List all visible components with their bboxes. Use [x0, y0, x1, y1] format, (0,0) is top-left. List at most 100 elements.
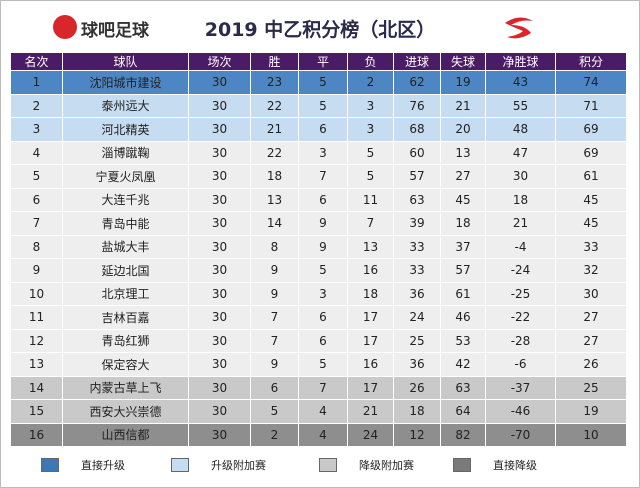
- legend-swatch: [171, 458, 189, 472]
- column-header: 球队: [63, 53, 189, 71]
- table-cell: 30: [189, 165, 251, 189]
- table-cell: 2: [348, 71, 394, 95]
- table-cell: 18: [348, 282, 394, 306]
- table-cell: 13: [11, 353, 63, 377]
- table-cell: -25: [486, 282, 556, 306]
- column-header: 负: [348, 53, 394, 71]
- table-cell: 42: [441, 353, 486, 377]
- table-cell: 61: [441, 282, 486, 306]
- table-cell: -4: [486, 235, 556, 259]
- table-cell: 45: [556, 212, 627, 236]
- table-cell: 30: [189, 212, 251, 236]
- table-cell: 6: [299, 306, 348, 330]
- table-cell: 2: [11, 94, 63, 118]
- table-cell: -6: [486, 353, 556, 377]
- team-name: 大连千兆: [63, 188, 189, 212]
- column-header: 名次: [11, 53, 63, 71]
- legend-label: 降级附加赛: [359, 459, 414, 472]
- table-cell: 33: [394, 235, 441, 259]
- table-cell: 14: [11, 376, 63, 400]
- table-cell: 36: [394, 282, 441, 306]
- table-cell: 33: [556, 235, 627, 259]
- table-cell: 18: [394, 400, 441, 424]
- table-cell: 9: [11, 259, 63, 283]
- table-cell: 6: [299, 118, 348, 142]
- column-header: 净胜球: [486, 53, 556, 71]
- table-cell: 9: [251, 259, 299, 283]
- table-cell: 30: [189, 400, 251, 424]
- team-name: 北京理工: [63, 282, 189, 306]
- table-cell: 30: [189, 259, 251, 283]
- table-cell: 30: [189, 94, 251, 118]
- table-cell: 53: [441, 329, 486, 353]
- table-cell: 13: [441, 141, 486, 165]
- table-cell: 57: [394, 165, 441, 189]
- table-cell: 5: [299, 353, 348, 377]
- table-cell: 25: [556, 376, 627, 400]
- table-cell: -22: [486, 306, 556, 330]
- table-cell: 20: [441, 118, 486, 142]
- table-cell: 6: [251, 376, 299, 400]
- table-cell: 3: [348, 94, 394, 118]
- table-cell: 7: [299, 376, 348, 400]
- table-cell: 71: [556, 94, 627, 118]
- table-cell: 46: [441, 306, 486, 330]
- table-cell: 33: [394, 259, 441, 283]
- table-cell: 63: [394, 188, 441, 212]
- table-cell: 60: [394, 141, 441, 165]
- table-cell: -37: [486, 376, 556, 400]
- table-cell: 55: [486, 94, 556, 118]
- table-cell: 30: [189, 282, 251, 306]
- table-cell: 24: [394, 306, 441, 330]
- table-cell: 7: [11, 212, 63, 236]
- table-cell: 30: [189, 329, 251, 353]
- table-cell: 6: [299, 188, 348, 212]
- table-cell: 69: [556, 141, 627, 165]
- table-cell: 26: [394, 376, 441, 400]
- team-name: 盐城大丰: [63, 235, 189, 259]
- table-cell: 27: [441, 165, 486, 189]
- table-cell: 36: [394, 353, 441, 377]
- table-cell: -24: [486, 259, 556, 283]
- team-name: 宁夏火凤凰: [63, 165, 189, 189]
- table-cell: 16: [348, 259, 394, 283]
- table-cell: 5: [299, 94, 348, 118]
- team-name: 山西信都: [63, 423, 189, 447]
- table-cell: 22: [251, 141, 299, 165]
- table-cell: 16: [11, 423, 63, 447]
- table-cell: 11: [348, 188, 394, 212]
- table-cell: 1: [11, 71, 63, 95]
- table-cell: 2: [251, 423, 299, 447]
- table-cell: 68: [394, 118, 441, 142]
- table-cell: 19: [441, 71, 486, 95]
- table-cell: 57: [441, 259, 486, 283]
- table-cell: 6: [11, 188, 63, 212]
- column-header: 胜: [251, 53, 299, 71]
- table-cell: 61: [556, 165, 627, 189]
- table-cell: 5: [251, 400, 299, 424]
- table-cell: 5: [299, 71, 348, 95]
- team-name: 保定容大: [63, 353, 189, 377]
- table-cell: 30: [189, 71, 251, 95]
- table-cell: 8: [251, 235, 299, 259]
- legend-swatch: [319, 458, 337, 472]
- table-cell: 12: [11, 329, 63, 353]
- table-cell: 5: [348, 141, 394, 165]
- table-cell: 45: [441, 188, 486, 212]
- table-cell: 10: [11, 282, 63, 306]
- table-cell: 6: [299, 329, 348, 353]
- table-cell: 4: [299, 400, 348, 424]
- table-cell: 9: [251, 353, 299, 377]
- logo-right: [505, 17, 533, 39]
- legend-label: 直接升级: [81, 459, 125, 472]
- table-cell: 19: [556, 400, 627, 424]
- table-cell: 9: [251, 282, 299, 306]
- table-cell: 3: [11, 118, 63, 142]
- team-name: 西安大兴崇德: [63, 400, 189, 424]
- logo-icon: [53, 15, 77, 39]
- table-cell: 11: [11, 306, 63, 330]
- table-cell: 18: [251, 165, 299, 189]
- table-cell: 30: [486, 165, 556, 189]
- table-cell: 5: [11, 165, 63, 189]
- table-cell: 30: [556, 282, 627, 306]
